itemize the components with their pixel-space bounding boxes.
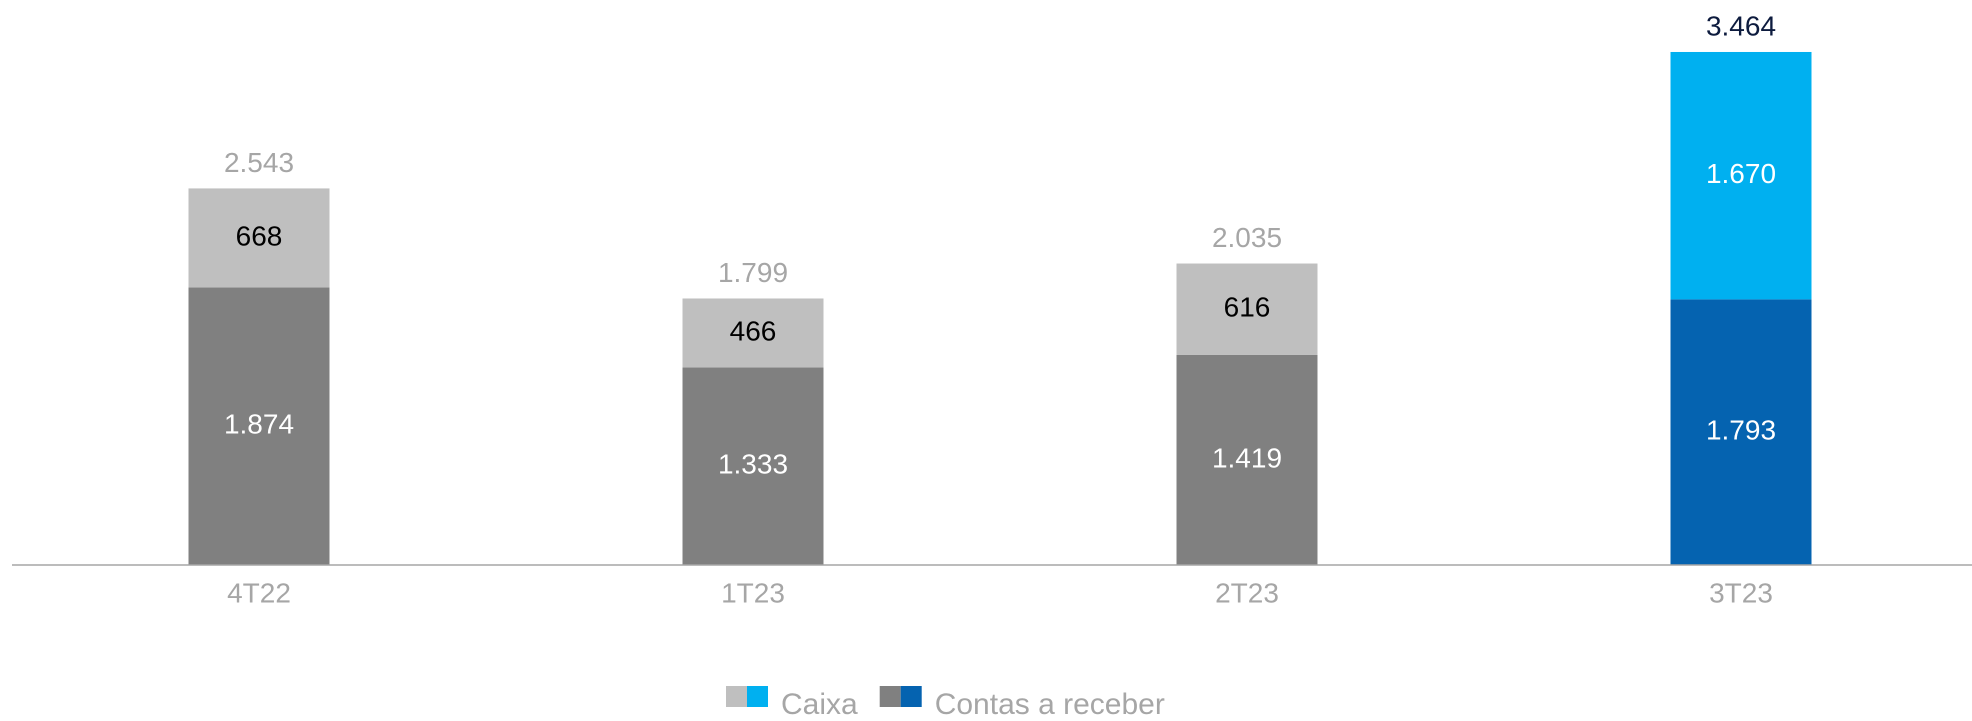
legend-swatch [900,686,922,707]
value-label: 466 [730,315,777,346]
x-tick-label: 3T23 [1709,577,1773,608]
bar-segment [1176,263,1318,355]
x-tick-label: 2T23 [1215,577,1279,608]
bar-segment [682,298,824,368]
value-label: 1.793 [1706,415,1776,446]
total-label: 3.464 [1706,10,1776,41]
bar-segment [188,287,330,565]
value-label: 1.419 [1212,442,1282,473]
legend-label: Caixa [781,688,858,721]
total-label: 2.543 [224,147,294,178]
legend-swatch [879,686,901,707]
bar-segment [1670,51,1812,300]
bar-segment [1670,299,1812,565]
value-label: 668 [236,220,283,251]
bar-segment [682,367,824,565]
x-tick-label: 1T23 [721,577,785,608]
bar-segment [1176,354,1318,565]
bar-segment [188,188,330,288]
legend-swatch [747,686,768,707]
value-label: 1.333 [718,449,788,480]
value-label: 616 [1224,292,1271,323]
legend-label: Contas a receber [935,688,1165,721]
total-label: 1.799 [718,257,788,288]
total-label: 2.035 [1212,222,1282,253]
value-label: 1.670 [1706,158,1776,189]
value-label: 1.874 [224,409,294,440]
x-tick-label: 4T22 [227,577,291,608]
legend-swatch [726,686,747,707]
